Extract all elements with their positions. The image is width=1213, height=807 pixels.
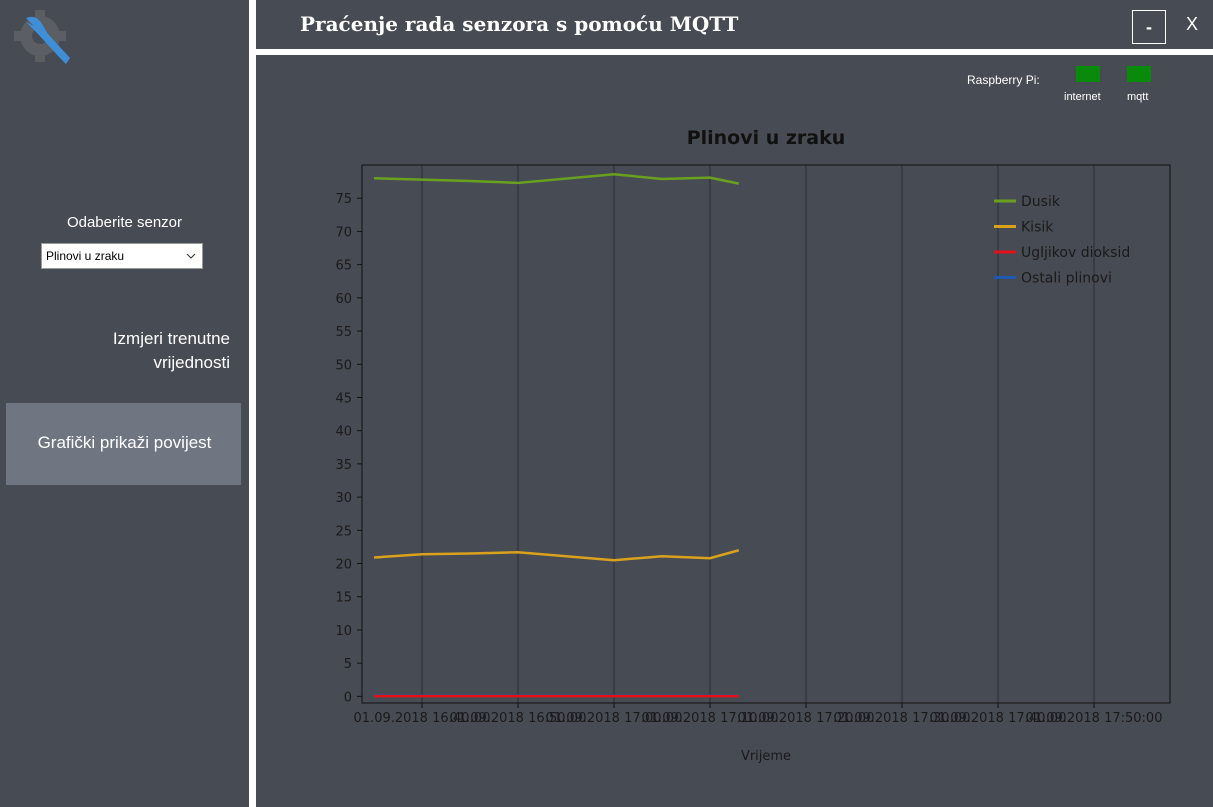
y-tick-label: 15 xyxy=(335,591,352,606)
nav-measure[interactable]: Izmjeri trenutne vrijednosti xyxy=(112,329,230,372)
legend-label: Ostali plinovi xyxy=(1021,271,1112,287)
y-tick-label: 5 xyxy=(344,657,352,672)
y-tick-label: 0 xyxy=(344,690,352,705)
separator xyxy=(256,49,1213,55)
y-tick-label: 25 xyxy=(335,524,352,539)
y-tick-label: 45 xyxy=(335,391,352,406)
y-tick-label: 20 xyxy=(335,558,352,573)
chart-title: Plinovi u zraku xyxy=(687,127,846,149)
status-led xyxy=(1127,66,1151,82)
minimize-button[interactable]: - xyxy=(1132,10,1166,44)
y-tick-label: 65 xyxy=(335,259,352,274)
status-item: internet xyxy=(1064,91,1101,103)
settings-icon xyxy=(14,10,70,64)
x-tick-label: 01.09.2018 17:40:00 xyxy=(930,711,1067,726)
status-label: Raspberry Pi: xyxy=(967,73,1040,87)
x-tick-label: 01.09.2018 16:50:00 xyxy=(450,711,587,726)
legend-label: Ugljikov dioksid xyxy=(1021,245,1130,261)
separator xyxy=(249,0,256,807)
nav-history-bg[interactable] xyxy=(6,403,241,485)
x-axis-label: Vrijeme xyxy=(741,749,791,764)
y-tick-label: 30 xyxy=(335,491,352,506)
nav-history[interactable]: Grafički prikaži povijest xyxy=(37,433,212,452)
y-tick-label: 60 xyxy=(335,292,352,307)
legend-label: Dusik xyxy=(1021,194,1061,210)
plot-frame xyxy=(361,164,1171,704)
series-line xyxy=(373,549,740,562)
y-tick-label: 75 xyxy=(335,192,352,207)
y-tick-label: 40 xyxy=(335,425,352,440)
legend-label: Kisik xyxy=(1021,220,1054,236)
x-tick-label: 01.09.2018 17:00:00 xyxy=(546,711,683,726)
x-tick-label: 01.09.2018 17:10:00 xyxy=(642,711,779,726)
sensor-dropdown[interactable]: Plinovi u zraku xyxy=(41,243,203,269)
x-tick-label: 01.09.2018 17:30:00 xyxy=(834,711,971,726)
y-tick-label: 70 xyxy=(335,225,352,240)
sidebar: Odaberite senzor Plinovi u zraku Izmjeri… xyxy=(0,0,249,807)
y-tick-label: 10 xyxy=(335,624,352,639)
status-item: mqtt xyxy=(1127,91,1149,103)
y-tick-label: 50 xyxy=(335,358,352,373)
chevron xyxy=(186,253,196,259)
series-line xyxy=(373,173,740,185)
window-title: Praćenje rada senzora s pomoću MQTT xyxy=(300,12,739,36)
dropdown-value: Plinovi u zraku xyxy=(46,249,125,263)
y-tick-label: 55 xyxy=(335,325,352,340)
x-tick-label: 01.09.2018 17:50:00 xyxy=(1026,711,1163,726)
x-tick-label: 01.09.2018 17:20:00 xyxy=(738,711,875,726)
status-led xyxy=(1076,66,1100,82)
x-tick-label: 01.09.2018 16:40:00 xyxy=(354,711,491,726)
y-tick-label: 35 xyxy=(335,458,352,473)
sensor-label: Odaberite senzor xyxy=(66,214,183,231)
close-button[interactable]: X xyxy=(1186,14,1199,34)
